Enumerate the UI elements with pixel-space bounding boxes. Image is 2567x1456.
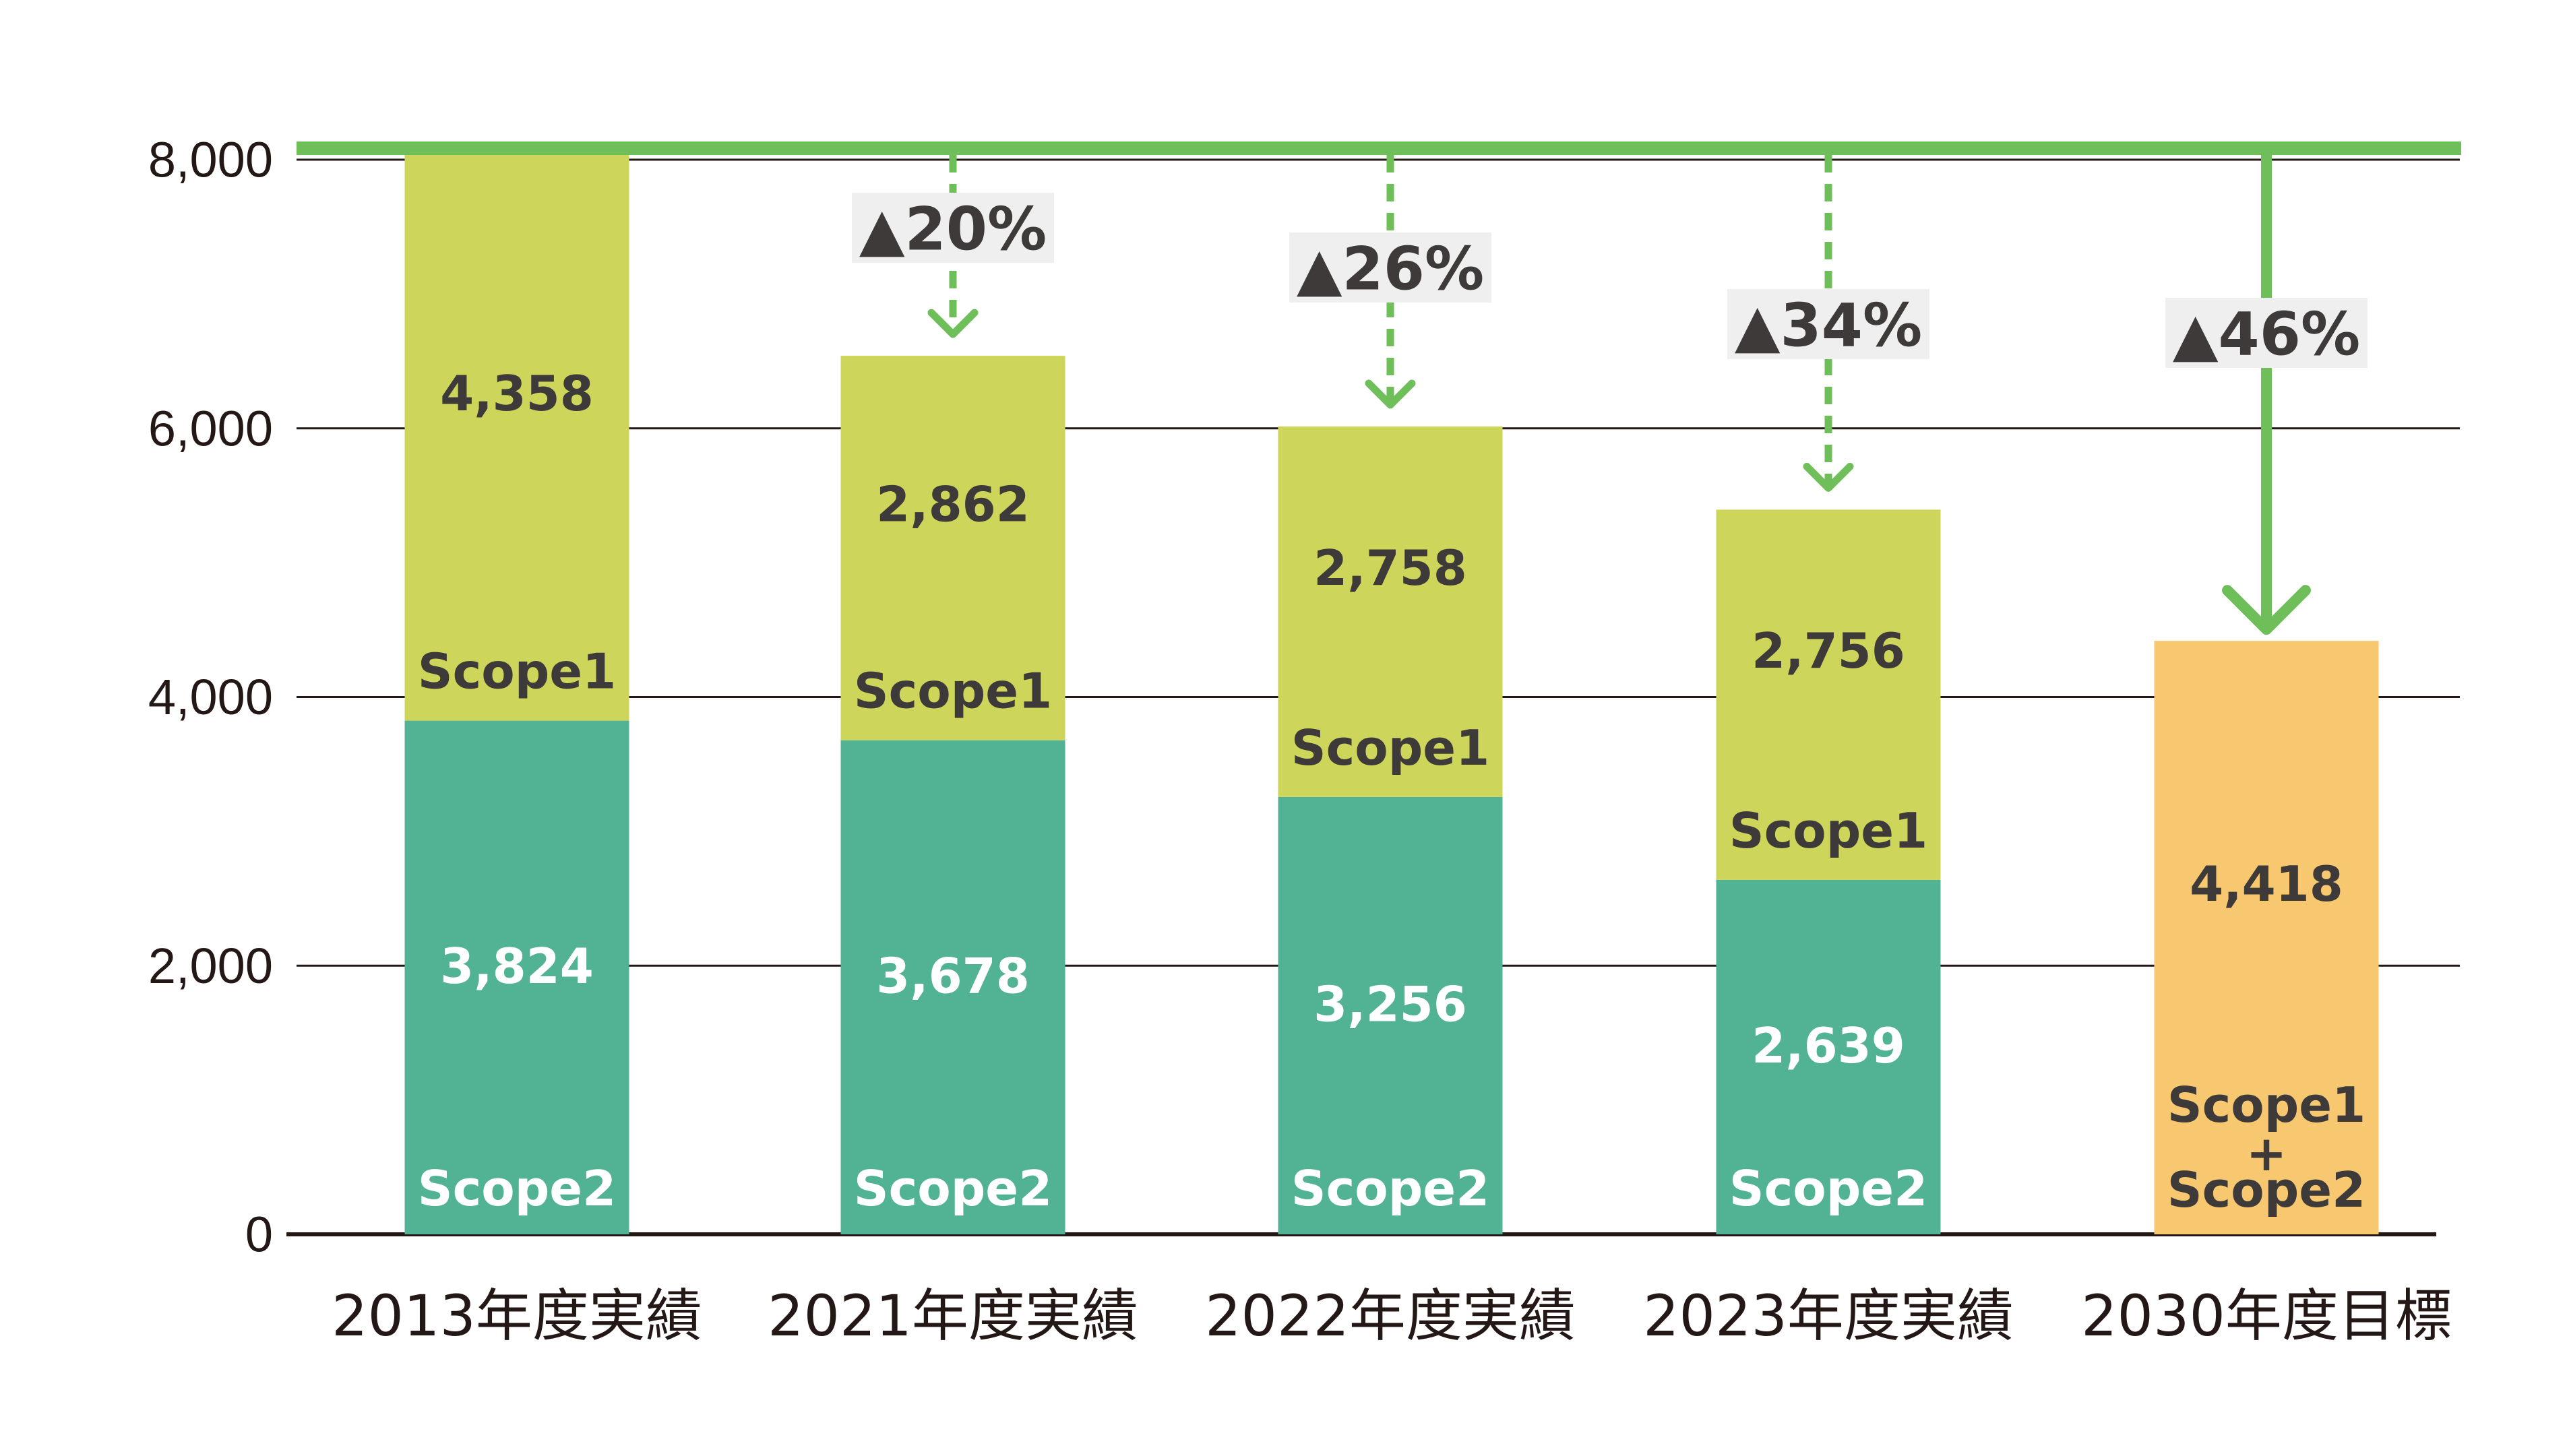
bar-scope2	[840, 740, 1065, 1234]
reduction-arrow-head	[927, 309, 979, 338]
y-tick-label: 0	[245, 1207, 273, 1263]
bar-scope2	[1278, 796, 1503, 1234]
bars	[404, 150, 2379, 1234]
scope2-segment-label: Scope2	[1291, 1160, 1489, 1217]
reduction-arrow-head	[1803, 462, 1854, 492]
category-label: 2023年度実績	[1643, 1283, 2014, 1349]
scope2-value-label: 3,824	[440, 938, 594, 994]
reduction-arrow-head	[2222, 585, 2311, 635]
scope1-value-label: 2,862	[876, 476, 1030, 532]
bar-scope1	[840, 356, 1065, 740]
reduction-badge	[852, 193, 1054, 263]
y-tick-label: 2,000	[148, 938, 273, 994]
reduction-label: ▲26%	[1297, 234, 1484, 304]
category-label: 2013年度実績	[332, 1283, 702, 1349]
reduction-badge	[1727, 289, 1929, 359]
reduction-badge	[2165, 298, 2368, 368]
category-label: 2022年度実績	[1205, 1283, 1576, 1349]
scope2-value-label: 2,639	[1752, 1017, 1905, 1074]
target-value-label: 4,418	[2190, 856, 2343, 912]
scope1-value-label: 4,358	[440, 365, 594, 422]
reduction-label: ▲34%	[1735, 291, 1922, 360]
scope1-segment-label: Scope1	[1729, 802, 1927, 859]
target-segment-label: Scope1	[2167, 1077, 2365, 1133]
scope1-segment-label: Scope1	[854, 663, 1052, 720]
reduction-badge	[1289, 232, 1491, 303]
bar-scope1	[404, 150, 629, 721]
scope2-segment-label: Scope2	[418, 1160, 616, 1217]
bar-scope2	[1716, 879, 1941, 1234]
reduction-arrows: ▲20% ▲26% ▲34% ▲46%	[852, 155, 2368, 635]
scope1-value-label: 2,756	[1752, 623, 1905, 679]
bar-scope2	[404, 720, 629, 1234]
reduction-arrow-head	[1365, 379, 1416, 409]
reduction-label: ▲46%	[2173, 300, 2360, 369]
y-tick-label: 8,000	[148, 132, 273, 188]
y-tick-label: 4,000	[148, 669, 273, 725]
category-label: 2030年度目標	[2081, 1283, 2452, 1349]
bar-scope1	[1278, 426, 1503, 797]
target-segment-label: Scope2	[2167, 1162, 2365, 1218]
data-labels: 3,824 Scope2 Scope1 4,358 3,678 Scope2 Scope1 2…	[418, 365, 2365, 1218]
reduction-label: ▲20%	[859, 195, 1047, 264]
scope2-value-label: 3,678	[876, 947, 1030, 1004]
scope2-segment-label: Scope2	[1729, 1160, 1927, 1217]
bar-scope1	[1716, 509, 1941, 880]
target-segment-label: +	[2246, 1125, 2287, 1182]
category-label: 2021年度実績	[768, 1283, 1138, 1349]
scope2-segment-label: Scope2	[854, 1160, 1052, 1217]
x-axis-categories: 2013年度実績 2021年度実績 2022年度実績 2023年度実績 2030年度目標	[332, 1283, 2452, 1349]
y-axis-ticks: 0 2,000 4,000 6,000 8,000	[148, 132, 273, 1263]
bar-target	[2154, 641, 2379, 1234]
scope1-segment-label: Scope1	[418, 643, 616, 700]
scope2-value-label: 3,256	[1313, 976, 1467, 1032]
scope1-segment-label: Scope1	[1291, 720, 1489, 776]
y-tick-label: 6,000	[148, 400, 273, 456]
scope1-value-label: 2,758	[1313, 540, 1467, 596]
